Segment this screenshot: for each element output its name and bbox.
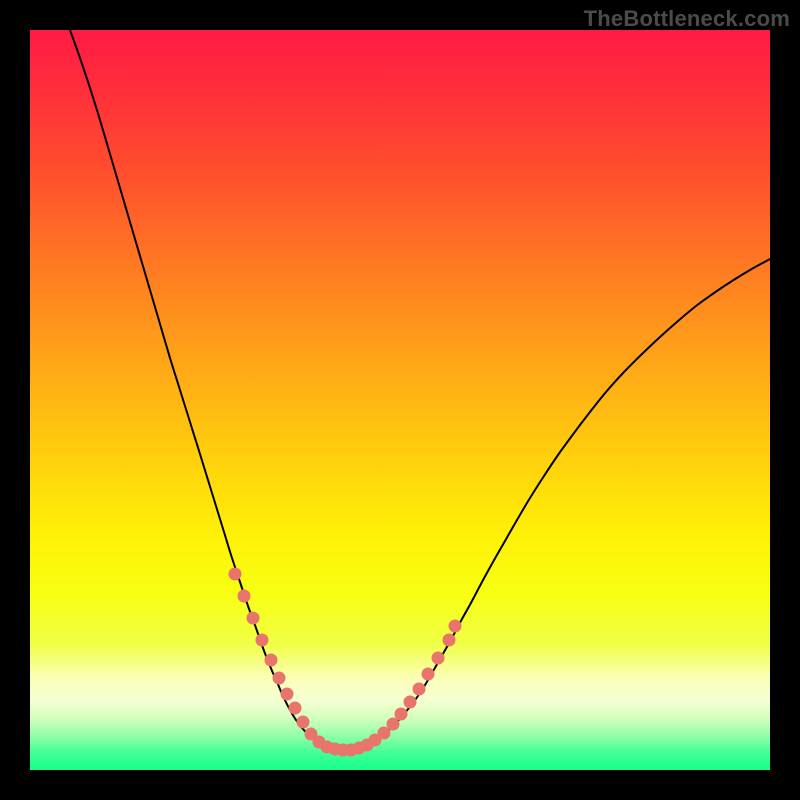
data-marker <box>443 634 456 647</box>
data-marker <box>247 612 260 625</box>
data-marker <box>265 654 278 667</box>
data-marker <box>256 634 269 647</box>
data-markers <box>229 568 462 757</box>
data-marker <box>404 696 417 709</box>
data-marker <box>281 688 294 701</box>
data-marker <box>229 568 242 581</box>
data-marker <box>289 702 302 715</box>
watermark-text: TheBottleneck.com <box>584 6 790 32</box>
plot-area <box>30 30 770 770</box>
data-marker <box>449 620 462 633</box>
data-marker <box>238 590 251 603</box>
bottleneck-curve <box>70 30 770 750</box>
data-marker <box>273 672 286 685</box>
data-marker <box>413 683 426 696</box>
data-marker <box>432 652 445 665</box>
chart-container: TheBottleneck.com <box>0 0 800 800</box>
curve-layer <box>30 30 770 770</box>
data-marker <box>422 668 435 681</box>
data-marker <box>395 708 408 721</box>
data-marker <box>297 716 310 729</box>
